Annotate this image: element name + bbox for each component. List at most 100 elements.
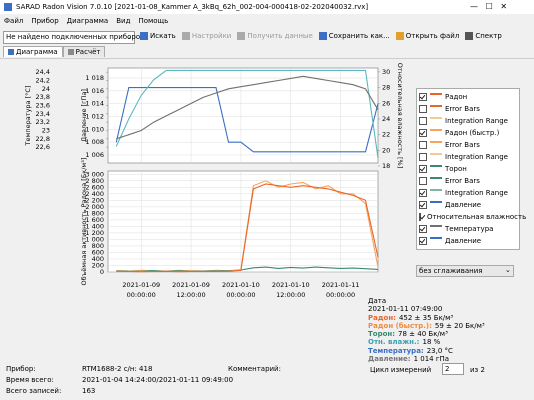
legend-item[interactable]: Error Bars [419,103,517,115]
legend-item[interactable]: Integration Range [419,151,517,163]
menu-item[interactable]: Помощь [138,17,169,25]
legend-swatch [430,165,442,173]
legend-label: Торон [445,165,467,173]
records: 163 [82,387,96,395]
legend-item[interactable]: Относительная влажность [419,211,526,223]
legend-item[interactable]: Error Bars [419,139,517,151]
smoothing-text: без сглаживания [419,267,483,275]
device-label: Прибор: [6,365,36,373]
button-icon [395,32,404,40]
y-tick-label: 1 000 [85,235,104,243]
y-tick-label: 2 600 [85,183,104,191]
legend-item[interactable]: Integration Range [419,187,517,199]
legend-item[interactable]: Радон [419,91,517,103]
y-tick-label: 23,8 [36,93,50,101]
toolbar-button[interactable]: Открыть файл [395,32,459,40]
info-panel: Дата 2021-01-11 07:49:00 Радон: 452 ± 35 … [368,297,485,363]
legend-checkbox[interactable] [419,153,427,161]
cycle-of: из 2 [470,366,485,374]
y-tick-label: 1 012 [85,112,104,120]
legend-checkbox[interactable] [419,105,427,113]
legend: Радон Error Bars Integration Range Радон (б… [416,88,526,250]
button-icon [181,32,190,40]
comment-label: Комментарий: [228,365,281,373]
time-label: Время всего: [6,376,54,384]
legend-checkbox[interactable] [419,141,427,149]
legend-checkbox[interactable] [419,93,427,101]
menu-item[interactable]: Файл [4,17,24,25]
legend-item[interactable]: Давление [419,235,517,247]
toolbar-button[interactable]: Искать [140,32,176,40]
legend-checkbox[interactable] [419,117,427,125]
x-tick-label: 2021-01-10 00:00:00 [222,281,260,299]
axis-title: Объёмная активность Радона [Бк/м³] [80,158,88,286]
app-icon [4,3,12,11]
legend-checkbox[interactable] [419,165,427,173]
toolbar-button[interactable]: Настройки [181,32,231,40]
device-select[interactable]: Не найдено подключенных приборов ⌄ [3,31,144,44]
info-value: 78 ± 40 Бк/м³ [398,330,448,339]
date-label: Дата [368,297,387,305]
info-row: Радон: 452 ± 35 Бк/м³ [368,314,485,322]
info-row: Температура: 23,0 °C [368,347,485,355]
series-line [115,69,379,159]
legend-label: Температура [445,225,494,233]
info-row: Торон: 78 ± 40 Бк/м³ [368,330,485,338]
x-tick-label: 2021-01-09 00:00:00 [122,281,160,299]
y-tick-label: 1 010 [85,125,104,133]
legend-swatch [430,117,442,125]
window-controls[interactable]: — ☐ ✕ [470,2,508,11]
info-value: 452 ± 35 Бк/м³ [398,313,454,322]
tab[interactable]: Диаграмма [3,46,63,57]
button-icon [465,32,474,40]
y-tick-label: 1 600 [85,216,104,224]
legend-item[interactable]: Давление [419,199,517,211]
y-tick-label: 1 016 [85,87,104,95]
toolbar-button[interactable]: Сохранить как... [318,32,390,40]
legend-checkbox[interactable] [419,201,427,209]
tab-panel [0,58,534,359]
toolbar-button[interactable]: Получить данные [237,32,313,40]
legend-item[interactable]: Радон (быстр.) [419,127,517,139]
legend-checkbox[interactable] [419,213,421,221]
legend-checkbox[interactable] [419,129,427,137]
y-tick-label: 22,6 [36,143,50,151]
legend-checkbox[interactable] [419,177,427,185]
y-tick-label: 800 [92,242,104,250]
tab[interactable]: Расчёт [62,46,106,57]
y-tick-label: 24 [42,85,50,93]
info-row: Давление: 1 014 гПа [368,355,485,363]
legend-swatch [430,225,442,233]
y-tick-label: 1 008 [85,138,104,146]
legend-item[interactable]: Торон [419,163,517,175]
window-title: SARAD Radon Vision 7.0.10 [2021-01-08_Ka… [16,3,369,11]
legend-checkbox[interactable] [419,225,427,233]
legend-swatch [430,201,442,209]
legend-label: Error Bars [445,177,480,185]
menu-item[interactable]: Прибор [31,17,59,25]
legend-item[interactable]: Integration Range [419,115,517,127]
info-row: Радон (быстр.): 59 ± 20 Бк/м³ [368,322,485,330]
button-label: Спектр [475,32,502,40]
cycle-spinner[interactable]: 2 [442,363,464,375]
legend-item[interactable]: Error Bars [419,175,517,187]
info-row: Отн. влажн.: 18 % [368,338,485,346]
info-label: Радон (быстр.): [368,321,432,330]
menu-item[interactable]: Вид [116,17,131,25]
toolbar-button[interactable]: Спектр [465,32,502,40]
menu-item[interactable]: Диаграмма [66,17,109,25]
legend-item[interactable]: Температура [419,223,517,235]
legend-swatch [430,141,442,149]
legend-checkbox[interactable] [419,237,427,245]
legend-label: Радон (быстр.) [445,129,500,137]
legend-checkbox[interactable] [419,189,427,197]
smoothing-select[interactable]: без сглаживания ⌄ [416,265,514,277]
info-label: Радон: [368,313,396,322]
y-tick-label: 2 800 [85,177,104,185]
legend-swatch [430,237,442,245]
button-label: Искать [150,32,176,40]
y-tick-label: 22 [382,131,390,139]
y-tick-label: 400 [92,255,104,263]
y-tick-label: 26 [382,99,390,107]
legend-swatch [430,189,442,197]
